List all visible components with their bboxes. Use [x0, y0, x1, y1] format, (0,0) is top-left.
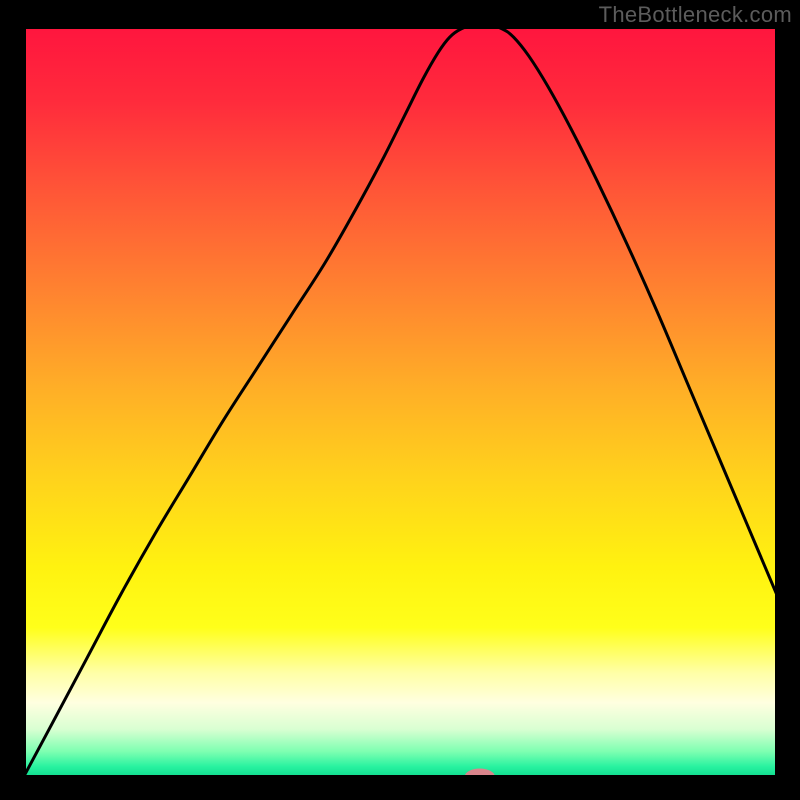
watermark-text: TheBottleneck.com [599, 2, 792, 28]
gradient-curve-chart [23, 26, 778, 778]
plot-area [23, 26, 778, 778]
chart-container: TheBottleneck.com [0, 0, 800, 800]
